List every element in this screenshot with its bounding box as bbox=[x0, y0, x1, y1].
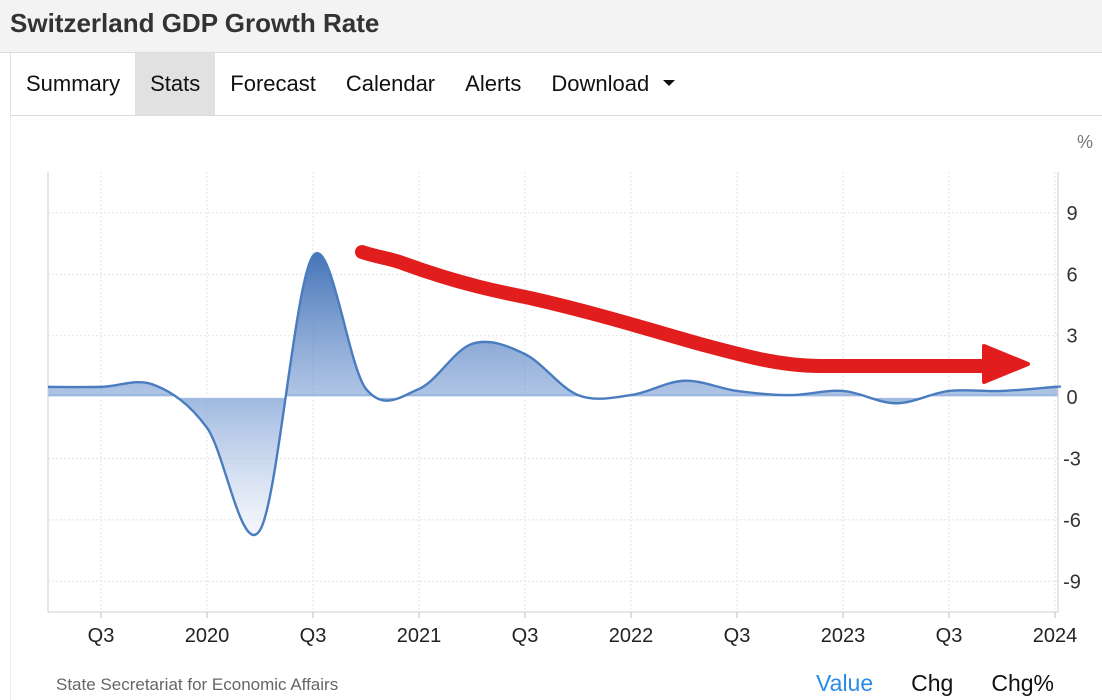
data-point bbox=[1053, 385, 1057, 389]
x-tick-label: Q3 bbox=[512, 625, 539, 647]
data-point bbox=[841, 389, 845, 393]
data-point bbox=[417, 387, 421, 391]
data-point bbox=[735, 389, 739, 393]
chart-tab-chg-percent[interactable]: Chg% bbox=[991, 670, 1054, 696]
gdp-growth-chart: 9 6 3 0 -3 -6 -9% Q3 2020 Q3 2021 Q3 2022 Q3 2023 Q3 202… bbox=[47, 132, 1093, 647]
y-tick-label: -6 bbox=[1063, 510, 1081, 532]
title-bar: Switzerland GDP Growth Rate bbox=[0, 0, 1102, 53]
data-point bbox=[629, 393, 633, 397]
tab-stats[interactable]: Stats bbox=[135, 53, 216, 115]
trend-arrow-shaft bbox=[355, 245, 997, 373]
data-point bbox=[258, 528, 262, 532]
source-credit: State Secretariat for Economic Affairs bbox=[56, 675, 339, 694]
page-title: Switzerland GDP Growth Rate bbox=[10, 8, 380, 38]
y-tick-label: 0 bbox=[1066, 387, 1077, 409]
x-tick-label: 2023 bbox=[821, 625, 866, 647]
tab-download-label: Download bbox=[551, 71, 650, 96]
series-line-layer bbox=[47, 251, 1062, 536]
data-point bbox=[205, 426, 209, 430]
y-tick-label: 9 bbox=[1066, 203, 1077, 225]
data-point bbox=[576, 393, 580, 397]
x-tick-label: Q3 bbox=[936, 625, 963, 647]
area-fill-positive bbox=[48, 253, 1060, 394]
data-point bbox=[99, 385, 103, 389]
trend-arrow-head bbox=[982, 344, 1030, 384]
y-tick-label: -9 bbox=[1063, 571, 1081, 593]
tab-download[interactable]: Download bbox=[536, 53, 690, 115]
tab-summary[interactable]: Summary bbox=[10, 53, 135, 115]
nav-tabs: Summary Stats Forecast Calendar Alerts D… bbox=[10, 53, 1102, 116]
area-fill-negative bbox=[48, 394, 1058, 535]
chart-tab-chg[interactable]: Chg bbox=[911, 670, 954, 696]
tab-forecast[interactable]: Forecast bbox=[230, 71, 316, 96]
data-point bbox=[682, 379, 686, 383]
tab-calendar[interactable]: Calendar bbox=[345, 71, 436, 96]
data-point bbox=[152, 383, 156, 387]
data-point bbox=[788, 393, 792, 397]
x-tick-label: 2024 bbox=[1033, 625, 1078, 647]
data-point bbox=[364, 387, 368, 391]
y-tick-label: 6 bbox=[1066, 264, 1077, 286]
data-point bbox=[470, 342, 474, 346]
area-fill bbox=[48, 253, 1060, 535]
y-unit-label: % bbox=[1077, 132, 1093, 152]
data-point bbox=[894, 401, 898, 405]
data-point bbox=[311, 254, 315, 258]
data-point bbox=[1000, 389, 1004, 393]
x-tick-label: 2020 bbox=[185, 625, 230, 647]
y-tick-label: -3 bbox=[1063, 449, 1081, 471]
chart-mode-tabs: Value Chg Chg% bbox=[816, 670, 1054, 697]
caret-down-icon bbox=[663, 80, 676, 87]
x-tick-label: 2021 bbox=[397, 625, 442, 647]
y-tick-label: 3 bbox=[1066, 326, 1077, 348]
chart-tab-value[interactable]: Value bbox=[816, 670, 874, 696]
x-tick-label: Q3 bbox=[724, 625, 751, 647]
data-point bbox=[947, 389, 951, 393]
tick-labels: 9 6 3 0 -3 -6 -9% Q3 2020 Q3 2021 Q3 2022 Q3 2023 Q3 202… bbox=[88, 132, 1093, 647]
x-tick-label: 2022 bbox=[609, 625, 654, 647]
x-tick-label: Q3 bbox=[300, 625, 327, 647]
tab-alerts[interactable]: Alerts bbox=[465, 71, 522, 96]
series-line bbox=[47, 251, 1062, 536]
x-tick-label: Q3 bbox=[88, 625, 115, 647]
axes bbox=[47, 172, 1059, 618]
trend-annotation bbox=[355, 245, 1030, 384]
data-point bbox=[523, 352, 527, 356]
content-left-border bbox=[10, 116, 11, 700]
